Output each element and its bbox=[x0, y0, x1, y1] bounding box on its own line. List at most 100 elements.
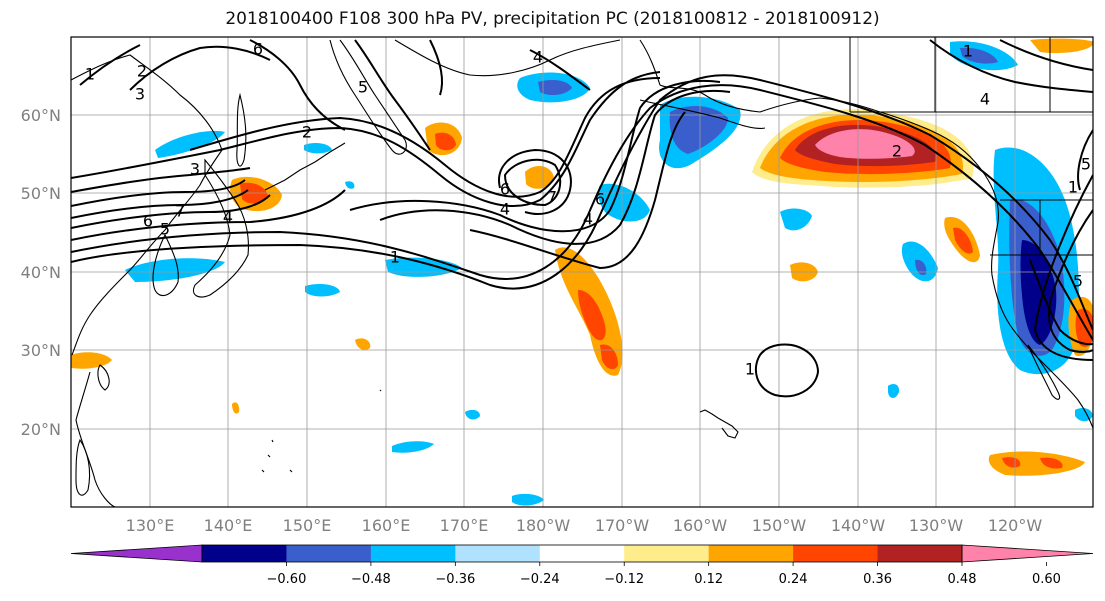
lon-label: 130°W bbox=[909, 516, 964, 535]
colorbar: −0.60 −0.48 −0.36 −0.24 −0.12 0.12 0.24 0.36 0.4… bbox=[70, 544, 1094, 587]
precip-positive-region bbox=[815, 129, 915, 159]
coastline bbox=[97, 364, 110, 391]
lat-label: 50°N bbox=[21, 184, 61, 203]
contour-label: 2 bbox=[892, 142, 902, 161]
coastline bbox=[152, 233, 179, 297]
precip-positive-region bbox=[953, 227, 973, 254]
colorbar-extend-low bbox=[70, 544, 203, 563]
contour-label: 1 bbox=[85, 65, 95, 84]
colorbar-tick-label: −0.60 bbox=[267, 572, 307, 587]
precip-negative-region bbox=[915, 259, 927, 276]
precip-positive-region bbox=[71, 352, 112, 369]
colorbar-segment bbox=[370, 545, 456, 562]
coastline bbox=[984, 174, 1093, 429]
coastline bbox=[71, 54, 223, 356]
precip-negative-region bbox=[780, 208, 812, 231]
contour-label: 1 bbox=[1068, 178, 1078, 197]
colorbar-tick-label: 0.48 bbox=[948, 572, 977, 587]
contour-label: 7 bbox=[547, 188, 557, 207]
contour-label: 5 bbox=[1081, 155, 1091, 174]
colorbar-tick-label: −0.12 bbox=[604, 572, 644, 587]
coastline bbox=[261, 389, 382, 473]
colorbar-segment bbox=[624, 545, 710, 562]
contour-label: 2 bbox=[137, 62, 147, 81]
coastline bbox=[264, 142, 346, 191]
contour-label: 1 bbox=[745, 360, 755, 379]
lon-label: 130°E bbox=[126, 516, 175, 535]
colorbar-outline bbox=[201, 544, 963, 563]
precip-positive-region bbox=[1030, 38, 1093, 54]
map-frame bbox=[70, 36, 1094, 508]
precip-negative-region bbox=[512, 493, 544, 506]
precip-positive-region bbox=[525, 166, 554, 189]
contour-label: 6 bbox=[143, 212, 153, 231]
contour-label: 4 bbox=[500, 200, 510, 219]
precip-positive-region bbox=[600, 344, 618, 370]
pv-contour bbox=[71, 71, 661, 207]
colorbar-tick-label: 0.12 bbox=[694, 572, 723, 587]
precip-negative-region bbox=[538, 80, 572, 96]
precip-negative-region bbox=[345, 181, 355, 189]
colorbar-tick-label: −0.36 bbox=[435, 572, 475, 587]
longitude-labels: 130°E 140°E 150°E 160°E 170°E 180°W 170°… bbox=[126, 516, 1043, 535]
coastlines bbox=[71, 39, 1093, 507]
pv-contour bbox=[71, 74, 1093, 331]
colorbar-tick-label: −0.24 bbox=[520, 572, 560, 587]
colorbar-tick-label: 0.60 bbox=[1032, 572, 1061, 587]
precip-negative-region bbox=[305, 284, 340, 297]
pv-contour bbox=[79, 44, 141, 86]
precip-negative-region bbox=[465, 409, 480, 420]
contour-label: 5 bbox=[1073, 272, 1083, 291]
precip-positive-region bbox=[578, 290, 606, 341]
coastline bbox=[329, 39, 407, 155]
coastline bbox=[192, 158, 249, 298]
precip-positive-region bbox=[1002, 457, 1021, 468]
lon-label: 150°E bbox=[283, 516, 332, 535]
pv-contour bbox=[1048, 209, 1093, 353]
lat-label: 60°N bbox=[21, 106, 61, 125]
pv-contour bbox=[503, 158, 562, 207]
colorbar-segment bbox=[202, 545, 287, 562]
precip-negative-region bbox=[960, 47, 998, 64]
pv-contour bbox=[929, 39, 1093, 93]
pv-contour bbox=[189, 77, 661, 198]
map-title: 2018100400 F108 300 hPa PV, precipitatio… bbox=[225, 9, 880, 29]
contour-label: 7 bbox=[175, 202, 185, 221]
lon-label: 180°W bbox=[516, 516, 571, 535]
pv-contour bbox=[71, 194, 271, 229]
coastline bbox=[75, 438, 91, 496]
pv-contour bbox=[1029, 259, 1093, 346]
pv-contour bbox=[349, 79, 721, 233]
coastline bbox=[236, 94, 247, 167]
precip-positive-region bbox=[355, 338, 371, 350]
colorbar-tick-label: −0.48 bbox=[351, 572, 391, 587]
lat-label: 20°N bbox=[21, 420, 61, 439]
contour-label: 3 bbox=[190, 160, 200, 179]
pv-contour bbox=[429, 39, 443, 96]
precip-negative-region bbox=[155, 130, 225, 158]
contour-label: 1 bbox=[390, 248, 400, 267]
contour-label: 5 bbox=[358, 78, 368, 97]
precip-positive-region bbox=[232, 402, 240, 414]
lon-label: 140°E bbox=[204, 516, 253, 535]
pv-contour bbox=[71, 189, 346, 241]
coastline bbox=[699, 409, 739, 439]
precip-positive-region bbox=[988, 451, 1085, 476]
pv-contour bbox=[379, 89, 731, 245]
coastline bbox=[394, 39, 621, 77]
lon-label: 140°W bbox=[831, 516, 886, 535]
coastline bbox=[639, 39, 986, 176]
colorbar-segment bbox=[877, 545, 963, 562]
lon-label: 150°W bbox=[752, 516, 807, 535]
contour-label: 5 bbox=[160, 220, 170, 239]
colorbar-segment bbox=[286, 545, 372, 562]
precip-negative-region bbox=[669, 106, 728, 154]
lat-label: 40°N bbox=[21, 263, 61, 282]
contour-label: 6 bbox=[595, 190, 605, 209]
lon-label: 160°W bbox=[673, 516, 728, 535]
colorbar-segment bbox=[708, 545, 794, 562]
contour-label: 4 bbox=[583, 210, 593, 229]
lat-label: 30°N bbox=[21, 341, 61, 360]
contour-label: 2 bbox=[302, 123, 312, 142]
